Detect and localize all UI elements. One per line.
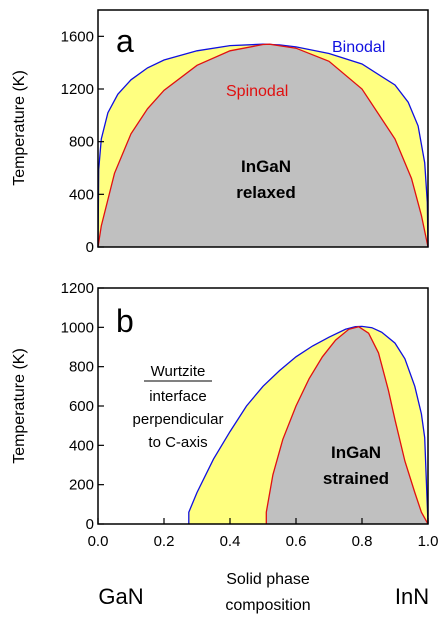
panel-b-y-tick-label: 200 bbox=[69, 477, 94, 494]
wurtzite-label: Wurtzite bbox=[151, 363, 206, 380]
relaxed-label-line2: relaxed bbox=[236, 183, 296, 202]
panel-a-spinodal-curve bbox=[97, 43, 429, 248]
panel-b-x-ticks: 0.0 0.2 0.4 0.6 0.8 1.0 bbox=[88, 518, 439, 550]
spinodal-label: Spinodal bbox=[226, 83, 288, 100]
panel-b-y-tick-label: 1200 bbox=[61, 280, 94, 297]
panel-a: 0 400 800 1200 1600 a Binodal Spinodal InGaN… bbox=[11, 9, 429, 256]
panel-a-letter: a bbox=[116, 23, 134, 59]
relaxed-label-line1: InGaN bbox=[241, 157, 291, 176]
panel-b-y-ticks: 0 200 400 600 800 1000 1200 bbox=[61, 280, 104, 533]
x-axis-label-line1: Solid phase bbox=[226, 571, 310, 588]
panel-b-x-tick-label: 0.8 bbox=[352, 533, 373, 550]
panel-b-spinodal-region bbox=[266, 326, 428, 524]
panel-b-y-tick-label: 600 bbox=[69, 398, 94, 415]
x-axis-label-line2: composition bbox=[225, 597, 310, 614]
panel-b-x-tick-label: 0.4 bbox=[220, 533, 241, 550]
panel-a-regions bbox=[97, 43, 429, 248]
panel-b-y-tick-label: 1000 bbox=[61, 319, 94, 336]
wurtzite-line3: perpendicular bbox=[133, 411, 224, 428]
panel-a-y-tick-label: 1200 bbox=[61, 81, 94, 98]
panel-a-y-tick-label: 1600 bbox=[61, 28, 94, 45]
wurtzite-line4: to C-axis bbox=[148, 434, 207, 451]
panel-a-frame bbox=[97, 9, 429, 248]
panel-b-x-tick-label: 0.2 bbox=[154, 533, 175, 550]
strained-label-line1: InGaN bbox=[331, 443, 381, 462]
panel-b: 0 200 400 600 800 1000 1200 0.0 0.2 0.4 0.6 0.8 1.0… bbox=[11, 280, 438, 550]
panel-a-y-tick-label: 800 bbox=[69, 134, 94, 151]
wurtzite-line2: interface bbox=[149, 388, 207, 405]
panel-b-y-tick-label: 400 bbox=[69, 437, 94, 454]
panel-a-y-tick-label: 400 bbox=[69, 186, 94, 203]
panel-a-y-axis-label: Temperature (K) bbox=[11, 70, 28, 186]
panel-b-y-axis-label: Temperature (K) bbox=[11, 348, 28, 464]
panel-a-spinodal-region bbox=[98, 44, 428, 248]
gan-end-label: GaN bbox=[98, 584, 143, 609]
panel-b-regions bbox=[188, 325, 429, 525]
panel-b-x-tick-label: 0.6 bbox=[286, 533, 307, 550]
inn-end-label: InN bbox=[395, 584, 429, 609]
strained-label-line2: strained bbox=[323, 469, 389, 488]
panel-b-x-tick-label: 1.0 bbox=[418, 533, 439, 550]
panel-a-y-ticks: 0 400 800 1200 1600 bbox=[61, 28, 104, 256]
panel-a-y-tick-label: 0 bbox=[86, 239, 94, 256]
panel-b-binodal-curve bbox=[188, 325, 429, 525]
panel-b-y-tick-label: 800 bbox=[69, 359, 94, 376]
panel-b-letter: b bbox=[116, 303, 134, 339]
binodal-label: Binodal bbox=[332, 39, 385, 56]
panel-b-spinodal-curve bbox=[265, 325, 429, 525]
panel-b-x-tick-label: 0.0 bbox=[88, 533, 109, 550]
panel-b-y-tick-label: 0 bbox=[86, 516, 94, 533]
